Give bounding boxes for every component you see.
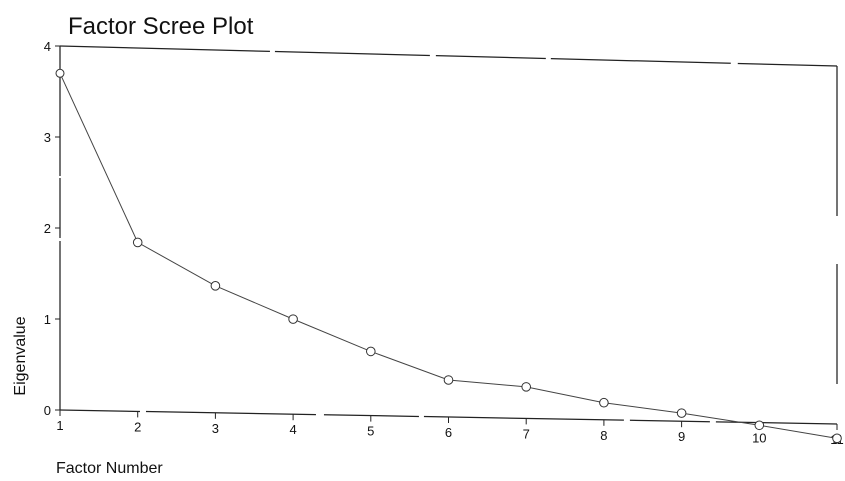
eigenvalue-point: [832, 433, 842, 444]
eigenvalue-point: [676, 408, 687, 418]
x-axis-ticks: 1234567891011: [56, 410, 844, 447]
y-tick-label: 1: [44, 312, 51, 327]
eigenvalue-point: [366, 346, 376, 357]
x-tick-label: 1: [56, 418, 63, 433]
eigenvalue-point: [132, 237, 143, 248]
x-tick-label: 6: [445, 425, 452, 440]
y-tick-label: 2: [44, 221, 51, 236]
x-tick-label: 10: [752, 431, 766, 446]
x-tick-label: 5: [367, 424, 374, 439]
chart-title: Factor Scree Plot: [68, 13, 254, 40]
y-axis-ticks: 0 1 2 3 4: [44, 39, 60, 418]
eigenvalue-point: [288, 314, 298, 324]
x-tick-label: 9: [678, 429, 685, 444]
eigenvalue-point: [521, 382, 532, 392]
eigenvalue-point: [55, 68, 65, 78]
y-axis-label: Eigenvalue: [12, 316, 29, 395]
x-tick-label: 8: [600, 428, 607, 443]
eigenvalue-point: [210, 281, 221, 291]
eigenvalue-point: [754, 420, 765, 431]
x-tick-label: 2: [134, 419, 141, 434]
x-tick-label: 7: [523, 426, 530, 441]
plot-frame: [59, 45, 838, 425]
y-tick-label: 3: [44, 130, 51, 145]
x-axis-label: Factor Number: [56, 460, 163, 477]
eigenvalue-series: [55, 68, 842, 444]
x-tick-label: 3: [212, 421, 219, 436]
eigenvalue-point: [599, 397, 609, 408]
eigenvalue-point: [443, 375, 454, 385]
y-tick-label: 0: [44, 403, 51, 418]
plot-frame-top: [59, 45, 838, 67]
x-tick-label: 4: [289, 422, 296, 437]
y-tick-label: 4: [44, 39, 51, 54]
